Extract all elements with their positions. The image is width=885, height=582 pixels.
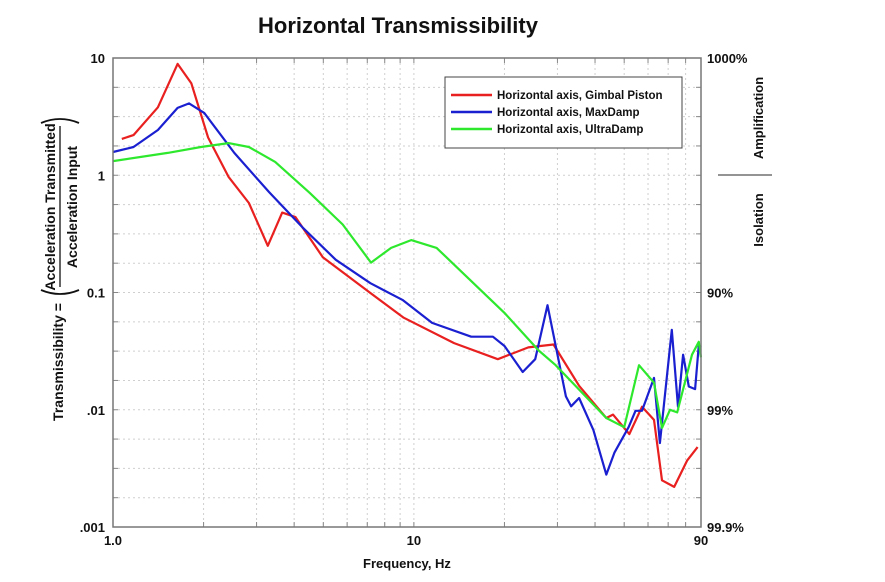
y-tick-label: 1 xyxy=(98,168,105,183)
axis-ticks: 1.0 10 90 10 1 0.1 .01 .001 1000% 90% 99% 99.9% xyxy=(80,51,748,548)
right-tick-label: 99% xyxy=(707,403,733,418)
legend-label: Horizontal axis, Gimbal Piston xyxy=(497,90,663,102)
x-tick-label: 90 xyxy=(694,533,708,548)
x-tick-label: 1.0 xyxy=(104,533,122,548)
y-label-numerator: Acceleration Transmitted xyxy=(42,123,58,290)
series-line-1 xyxy=(112,102,702,476)
y-tick-label: .001 xyxy=(80,520,105,535)
left-paren xyxy=(40,289,80,295)
y-label-denominator: Acceleration Input xyxy=(64,146,80,268)
right-tick-label: 99.9% xyxy=(707,520,744,535)
series-lines xyxy=(112,62,703,488)
isolation-label: Isolation xyxy=(751,193,766,247)
y-tick-label: 0.1 xyxy=(87,286,105,301)
series-line-2 xyxy=(112,142,703,429)
y-tick-label: 10 xyxy=(91,51,105,66)
legend-label: Horizontal axis, MaxDamp xyxy=(497,107,640,119)
legend: Horizontal axis, Gimbal Piston Horizontal… xyxy=(444,76,683,149)
x-tick-label: 10 xyxy=(407,533,421,548)
y-label-prefix: Transmissibility = xyxy=(50,303,66,421)
legend-label: Horizontal axis, UltraDamp xyxy=(497,124,643,136)
right-paren xyxy=(40,118,80,124)
right-tick-label: 1000% xyxy=(707,51,748,66)
chart-title: Horizontal Transmissibility xyxy=(258,13,539,38)
y-tick-label: .01 xyxy=(87,403,105,418)
y-axis-label: Transmissibility = Acceleration Transmit… xyxy=(40,118,80,421)
plot-frame xyxy=(112,57,702,528)
amplification-label: Amplification xyxy=(751,77,766,159)
right-tick-label: 90% xyxy=(707,286,733,301)
right-axis-labels: Amplification Isolation xyxy=(718,77,772,247)
x-axis-label: Frequency, Hz xyxy=(363,556,451,571)
